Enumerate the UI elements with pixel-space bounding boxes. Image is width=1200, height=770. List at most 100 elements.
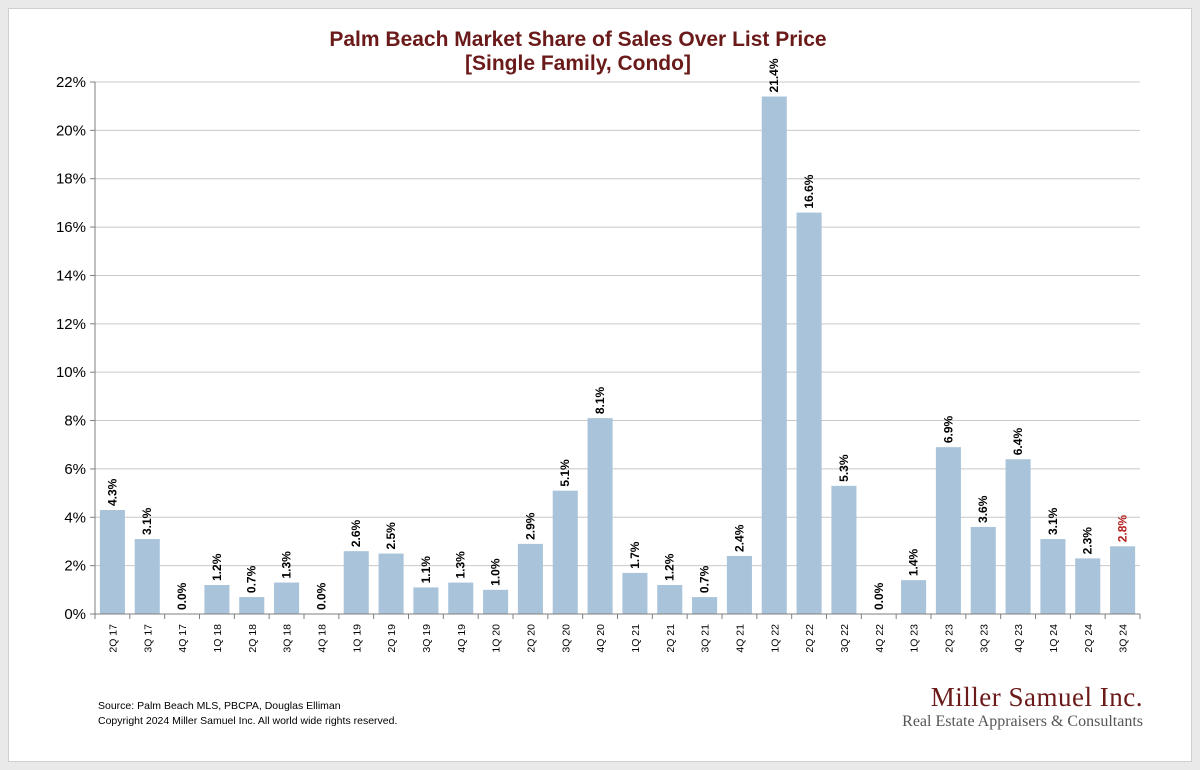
y-tick-label: 22% bbox=[56, 74, 86, 91]
bar bbox=[483, 589, 509, 614]
data-label: 1.4% bbox=[907, 548, 921, 576]
data-label: 1.3% bbox=[454, 551, 468, 579]
bar bbox=[901, 580, 927, 614]
x-tick-label: 1Q 23 bbox=[909, 624, 921, 653]
bar bbox=[378, 553, 404, 614]
data-label: 3.6% bbox=[976, 495, 990, 523]
company-logo: Miller Samuel Inc. Real Estate Appraiser… bbox=[902, 682, 1143, 732]
bar bbox=[1005, 459, 1031, 614]
y-tick-label: 8% bbox=[64, 413, 86, 430]
data-label: 3.1% bbox=[140, 507, 154, 535]
y-tick-label: 4% bbox=[64, 509, 86, 526]
bar bbox=[517, 543, 543, 614]
data-label: 8.1% bbox=[593, 386, 607, 414]
bar bbox=[343, 551, 369, 614]
source-text: Source: Palm Beach MLS, PBCPA, Douglas E… bbox=[98, 700, 341, 712]
x-tick-label: 2Q 18 bbox=[247, 624, 259, 653]
x-tick-label: 1Q 22 bbox=[769, 624, 781, 653]
chart-subtitle: [Single Family, Condo] bbox=[465, 52, 691, 75]
bar bbox=[831, 485, 857, 614]
data-label: 6.9% bbox=[941, 415, 955, 443]
bar bbox=[970, 526, 996, 614]
data-label: 1.3% bbox=[280, 551, 294, 579]
x-tick-label: 4Q 18 bbox=[316, 624, 328, 653]
data-label: 6.4% bbox=[1011, 428, 1025, 456]
x-tick-label: 3Q 18 bbox=[282, 624, 294, 653]
x-tick-label: 2Q 22 bbox=[804, 624, 816, 653]
data-label: 5.1% bbox=[558, 459, 572, 487]
data-label: 0.0% bbox=[175, 582, 189, 610]
data-label: 3.1% bbox=[1046, 507, 1060, 535]
y-tick-label: 20% bbox=[56, 122, 86, 139]
x-tick-label: 1Q 19 bbox=[351, 624, 363, 653]
x-tick-label: 2Q 17 bbox=[107, 624, 119, 653]
chart-frame: Palm Beach Market Share of Sales Over Li… bbox=[8, 8, 1192, 762]
y-tick-label: 18% bbox=[56, 171, 86, 188]
data-label: 0.0% bbox=[314, 582, 328, 610]
data-label: 0.7% bbox=[245, 565, 259, 593]
data-label: 2.4% bbox=[732, 524, 746, 552]
bar bbox=[204, 584, 230, 614]
chart-title: Palm Beach Market Share of Sales Over Li… bbox=[329, 28, 826, 51]
x-tick-label: 3Q 24 bbox=[1118, 624, 1130, 653]
data-labels: 4.3% 3.1% 0.0% 1.2% 0.7% 1.3% 0.0% 2.6% 2.5% 1.1%… bbox=[105, 58, 1129, 610]
bar bbox=[657, 584, 683, 614]
x-tick-label: 1Q 21 bbox=[630, 624, 642, 653]
data-label: 0.7% bbox=[698, 565, 712, 593]
data-label: 1.1% bbox=[419, 556, 433, 584]
x-tick-label: 1Q 24 bbox=[1048, 624, 1060, 653]
x-tick-label: 4Q 23 bbox=[1013, 624, 1025, 653]
y-tick-label: 12% bbox=[56, 316, 86, 333]
bar bbox=[552, 490, 578, 614]
x-tick-label: 1Q 18 bbox=[212, 624, 224, 653]
x-tick-label: 3Q 19 bbox=[421, 624, 433, 653]
source-note: Source: Palm Beach MLS, PBCPA, Douglas E… bbox=[98, 699, 397, 729]
data-label: 1.2% bbox=[663, 553, 677, 581]
y-tick-label: 6% bbox=[64, 461, 86, 478]
bar bbox=[239, 597, 265, 614]
x-tick-label: 4Q 19 bbox=[456, 624, 468, 653]
bar bbox=[935, 447, 961, 614]
bar bbox=[761, 96, 787, 614]
bar bbox=[134, 539, 160, 614]
x-tick-label: 2Q 19 bbox=[386, 624, 398, 653]
data-label: 5.3% bbox=[837, 454, 851, 482]
data-label: 2.6% bbox=[349, 519, 363, 547]
data-label: 2.8% bbox=[1116, 515, 1130, 543]
bar bbox=[99, 510, 125, 614]
data-label: 2.5% bbox=[384, 522, 398, 550]
x-tick-label: 4Q 17 bbox=[177, 624, 189, 653]
data-label: 2.9% bbox=[523, 512, 537, 540]
x-tick-labels: 2Q 17 3Q 17 4Q 17 1Q 18 2Q 18 3Q 18 4Q 18 1Q 19… bbox=[107, 624, 1129, 653]
data-label: 1.0% bbox=[489, 558, 503, 586]
logo-tagline: Real Estate Appraisers & Consultants bbox=[902, 713, 1143, 730]
data-label: 1.7% bbox=[628, 541, 642, 569]
data-label: 4.3% bbox=[105, 478, 119, 506]
data-label: 16.6% bbox=[802, 174, 816, 208]
data-label: 1.2% bbox=[210, 553, 224, 581]
y-tick-labels: 0% 2% 4% 6% 8% 10% 12% 14% 16% 18% 20% 22% bbox=[56, 74, 86, 623]
bar bbox=[274, 582, 300, 614]
bar bbox=[448, 582, 474, 614]
x-tick-label: 4Q 22 bbox=[874, 624, 886, 653]
x-tick-label: 4Q 21 bbox=[734, 624, 746, 653]
x-tick-label: 3Q 17 bbox=[142, 624, 154, 653]
x-tick-label: 2Q 24 bbox=[1083, 624, 1095, 653]
bar bbox=[413, 587, 439, 614]
y-tick-label: 14% bbox=[56, 267, 86, 284]
data-label: 21.4% bbox=[767, 58, 781, 92]
bar bbox=[796, 212, 822, 614]
x-tick-label: 3Q 21 bbox=[700, 624, 712, 653]
y-tick-label: 16% bbox=[56, 219, 86, 236]
gridlines bbox=[90, 81, 1141, 619]
bar bbox=[726, 555, 752, 614]
bar bbox=[1110, 546, 1136, 614]
bar bbox=[1075, 558, 1101, 614]
bar bbox=[1040, 539, 1066, 614]
bars bbox=[99, 96, 1136, 614]
bar bbox=[692, 597, 718, 614]
x-tick-label: 3Q 23 bbox=[978, 624, 990, 653]
x-tick-label: 3Q 20 bbox=[560, 624, 572, 653]
y-tick-label: 10% bbox=[56, 364, 86, 381]
x-tick-label: 2Q 20 bbox=[525, 624, 537, 653]
